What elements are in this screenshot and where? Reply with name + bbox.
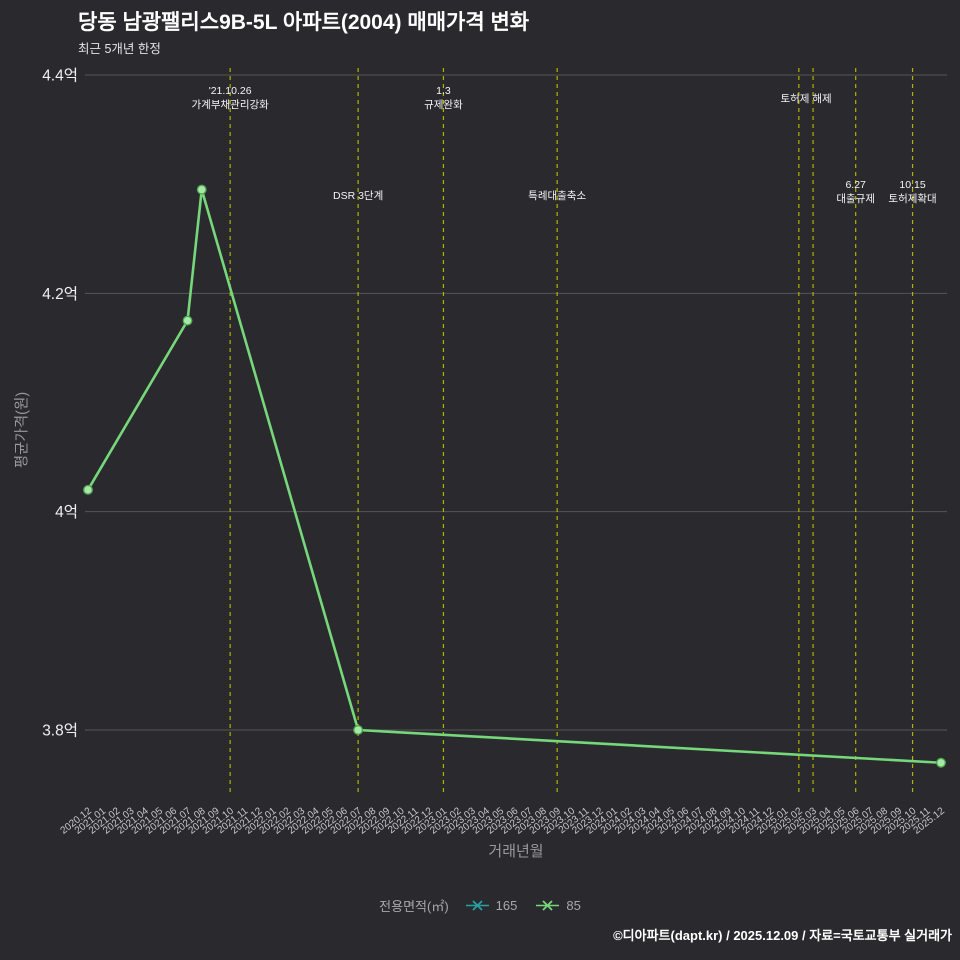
data-point-marker: [936, 757, 946, 768]
y-tick-label: 4억: [55, 503, 78, 521]
legend-entries: 165 85: [465, 898, 581, 913]
footer-credit: ©디아파트(dapt.kr) / 2025.12.09 / 자료=국토교통부 실…: [613, 928, 952, 943]
data-point-marker: [83, 484, 93, 495]
y-tick-label: 4.2억: [42, 285, 78, 303]
legend-entry-label: 85: [566, 898, 581, 913]
y-tick-label: 4.4억: [42, 67, 78, 85]
y-axis-title: 평균가격(원): [14, 391, 31, 469]
legend-entry-165: 165: [465, 898, 518, 913]
legend-entry-85: 85: [535, 898, 581, 913]
y-tick-label: 3.8억: [42, 722, 78, 740]
chart-subtitle: 최근 5개년 한정: [78, 42, 161, 56]
chart-title: 당동 남광팰리스9B-5L 아파트(2004) 매매가격 변화: [78, 11, 530, 34]
data-point-marker: [196, 184, 207, 195]
legend: 전용면적(㎡) 165 85: [0, 896, 960, 915]
x-marker-icon: [465, 900, 489, 911]
legend-title: 전용면적(㎡): [379, 899, 449, 914]
data-point-marker: [182, 315, 193, 326]
data-point-marker: [353, 725, 364, 735]
x-axis-title: 거래년월: [488, 843, 544, 860]
legend-entry-label: 165: [495, 898, 518, 913]
x-marker-icon: [536, 900, 560, 911]
